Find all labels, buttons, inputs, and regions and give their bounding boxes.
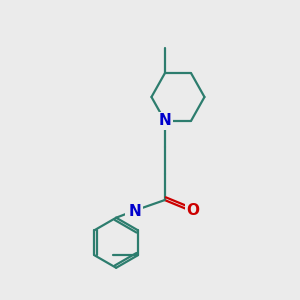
Text: N: N — [158, 113, 171, 128]
Text: N: N — [129, 204, 142, 219]
Text: H: H — [126, 202, 135, 215]
Text: O: O — [186, 203, 199, 218]
